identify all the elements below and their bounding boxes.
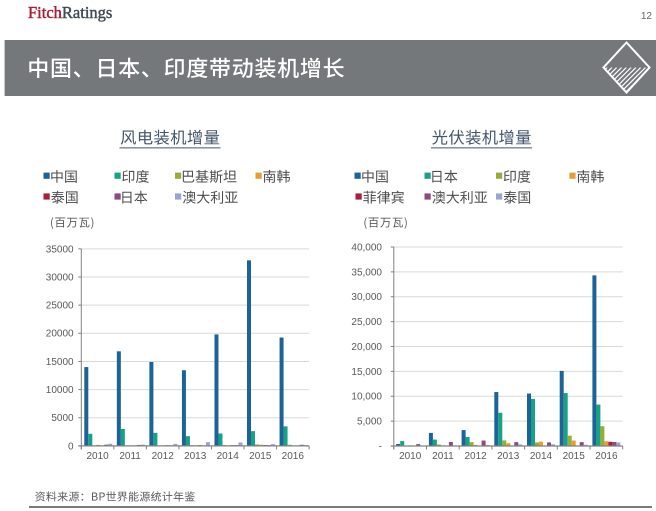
svg-text:2014: 2014 [530,451,553,462]
svg-text:2010: 2010 [86,451,109,462]
svg-text:20000: 20000 [46,329,74,340]
svg-text:15000: 15000 [46,357,74,368]
svg-text:10,000: 10,000 [351,392,382,403]
svg-text:2011: 2011 [119,451,141,462]
svg-text:25000: 25000 [46,301,74,312]
svg-text:2016: 2016 [595,451,618,462]
svg-text:35,000: 35,000 [351,267,382,278]
svg-text:2013: 2013 [497,451,520,462]
svg-text:25,000: 25,000 [351,317,382,328]
svg-text:-: - [379,441,382,452]
svg-text:2015: 2015 [249,451,272,462]
svg-text:5000: 5000 [51,413,74,424]
svg-text:2011: 2011 [432,451,454,462]
svg-text:15,000: 15,000 [351,367,382,378]
svg-text:2010: 2010 [399,451,422,462]
svg-text:12: 12 [641,11,653,22]
svg-text:5,000: 5,000 [357,417,382,428]
svg-text:2016: 2016 [282,451,305,462]
svg-text:FitchRatings: FitchRatings [28,3,112,22]
svg-text:35000: 35000 [46,244,74,255]
svg-text:0: 0 [68,441,74,452]
svg-text:2012: 2012 [464,451,487,462]
svg-text:2015: 2015 [563,451,586,462]
svg-text:2013: 2013 [184,451,207,462]
svg-text:2014: 2014 [217,451,240,462]
svg-text:40,000: 40,000 [351,242,382,253]
svg-text:20,000: 20,000 [351,342,382,353]
svg-text:2012: 2012 [152,451,175,462]
svg-text:30,000: 30,000 [351,292,382,303]
svg-text:10000: 10000 [46,385,74,396]
svg-text:30000: 30000 [46,272,74,283]
